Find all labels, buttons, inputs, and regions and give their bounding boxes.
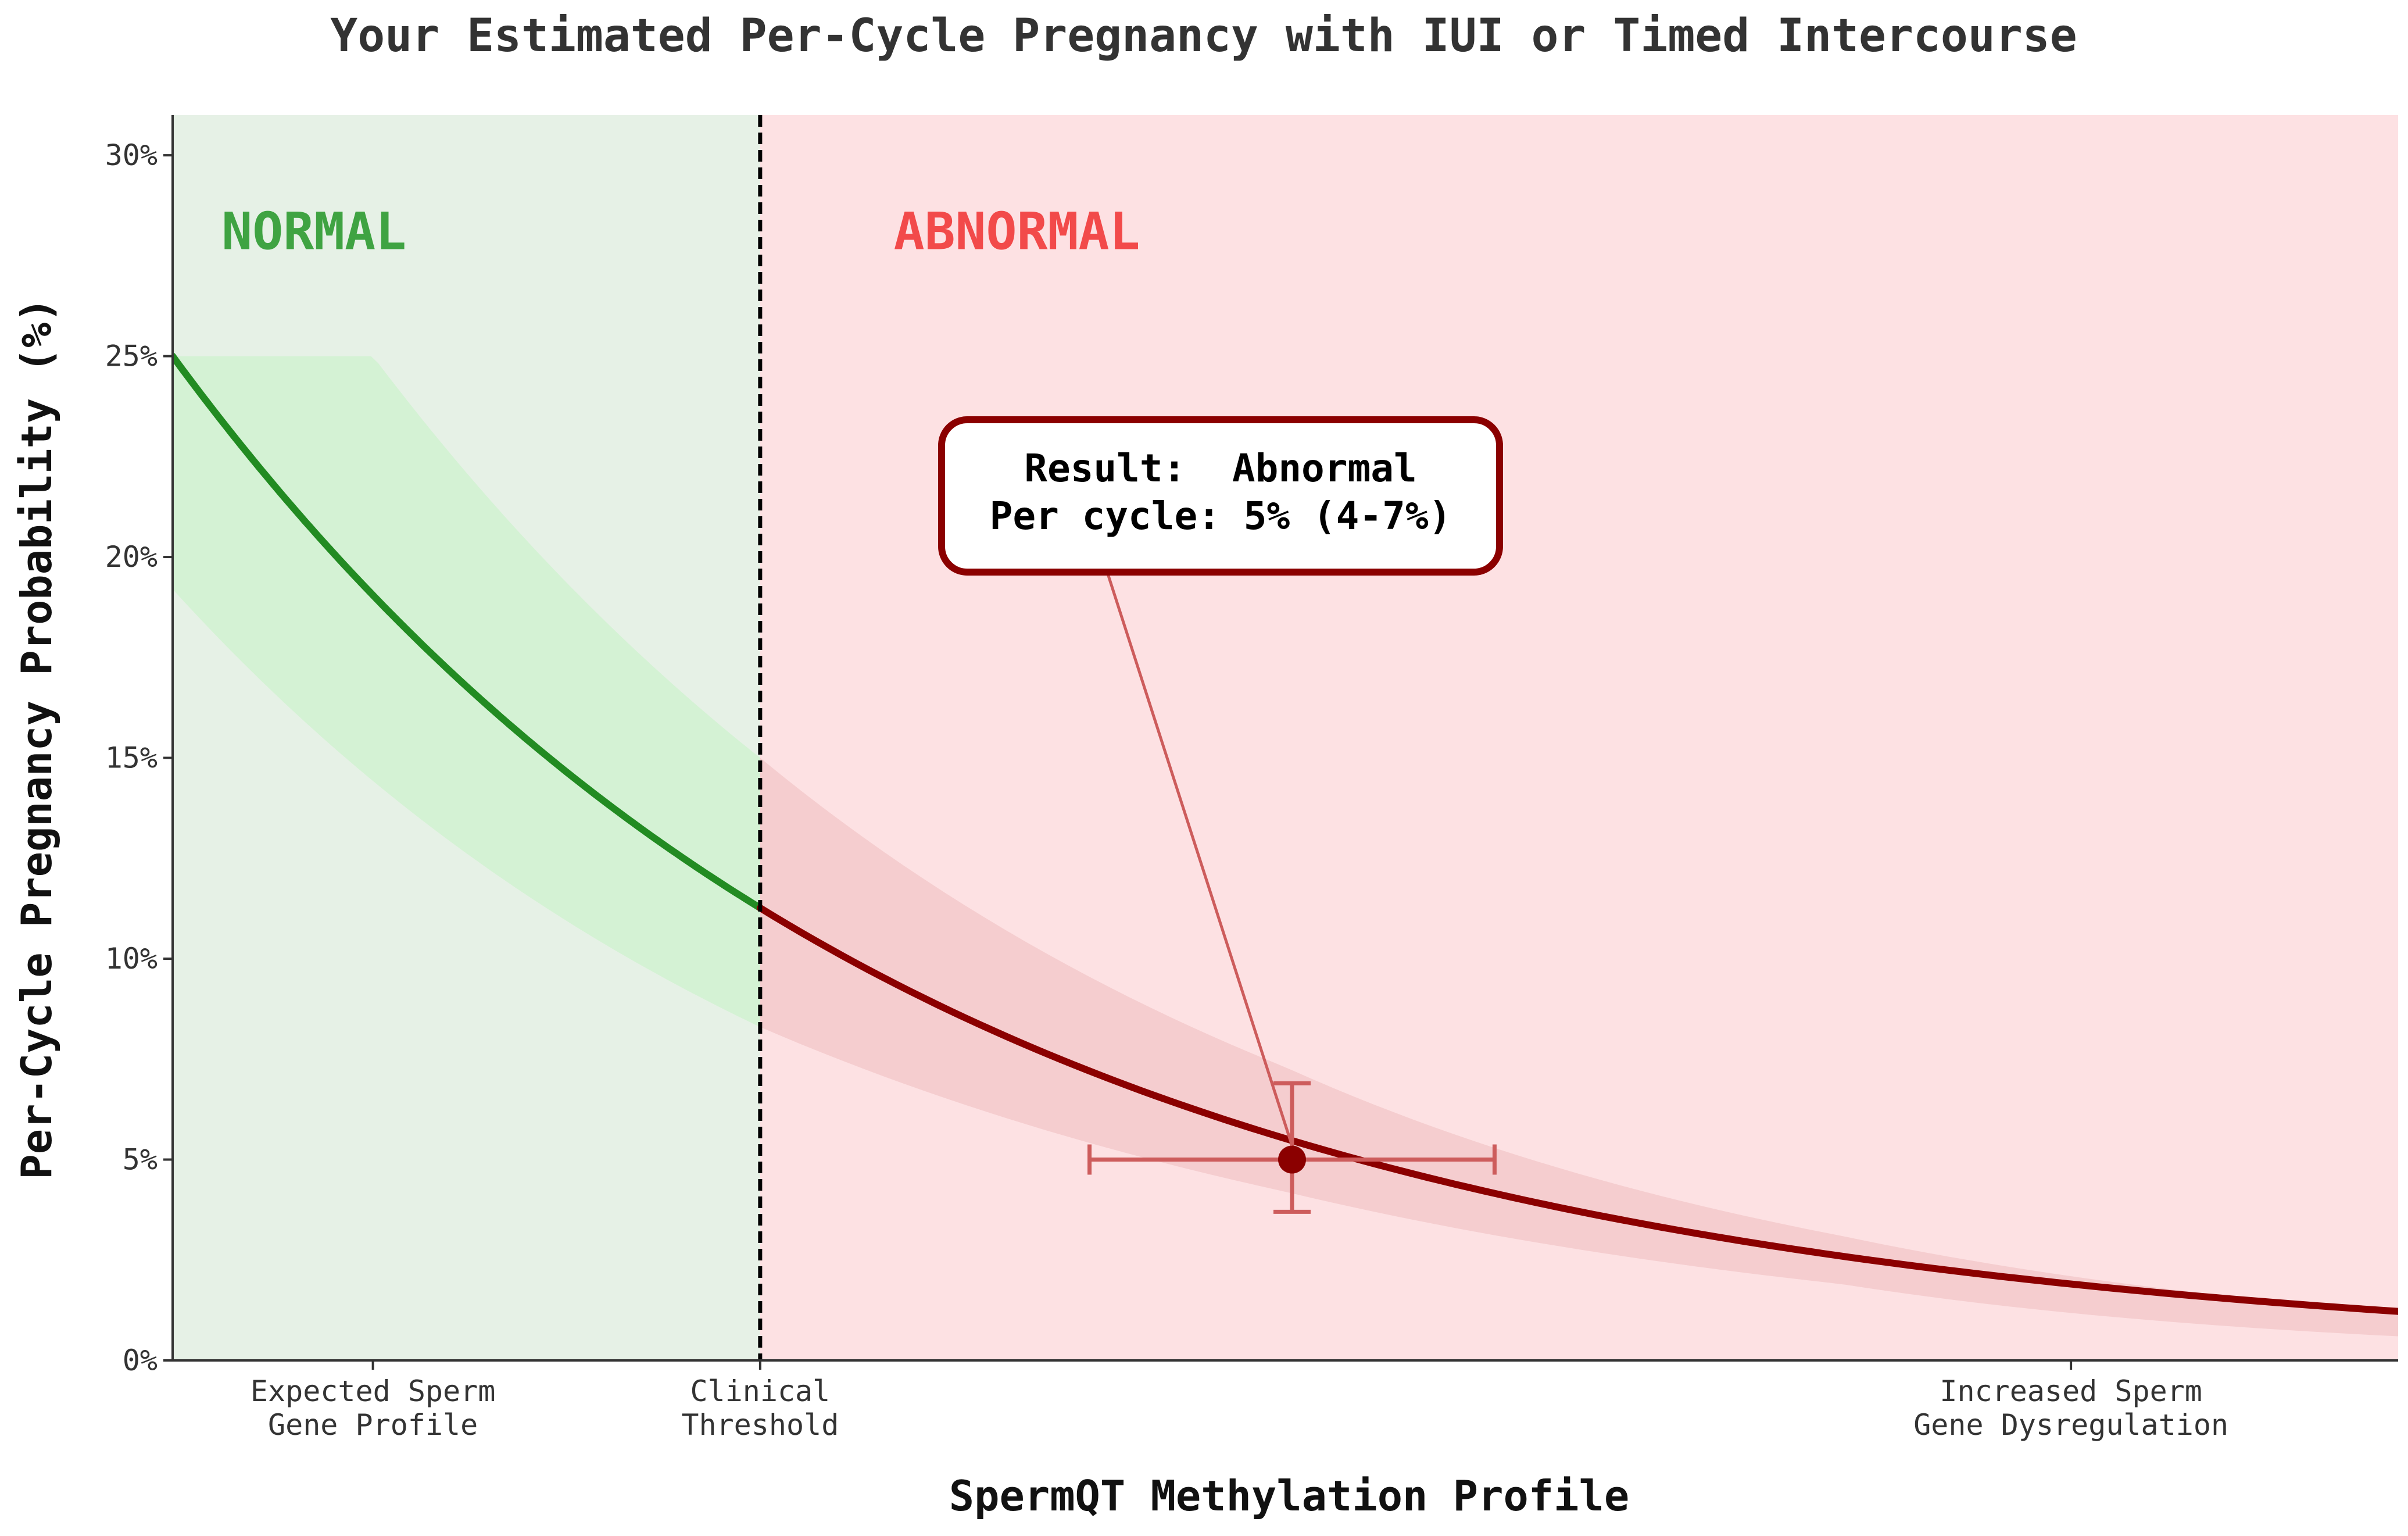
- annotation-text-line: Result: Abnormal: [1024, 446, 1417, 491]
- curve-group: [173, 352, 2398, 1337]
- y-tick-label: 0%: [123, 1344, 158, 1377]
- x-tick-label: Increased Sperm: [1940, 1374, 2202, 1408]
- y-tick-label: 5%: [123, 1143, 158, 1177]
- y-tick-label: 30%: [105, 138, 158, 172]
- annotation-connector: [1105, 571, 1294, 1146]
- result-point: [1278, 1145, 1306, 1174]
- x-tick-label: Threshold: [681, 1408, 839, 1442]
- y-tick-label: 25%: [105, 340, 158, 373]
- x-axis-label: SpermQT Methylation Profile: [949, 1471, 1629, 1520]
- y-tick-label: 15%: [105, 741, 158, 775]
- plot-area: NORMAL ABNORMAL: [173, 115, 2398, 1360]
- probability-curve-normal: [173, 352, 764, 912]
- region-abnormal-background: [760, 115, 2398, 1360]
- region-label-normal: NORMAL: [221, 201, 406, 261]
- x-tick-label: Expected Sperm: [251, 1374, 495, 1408]
- confidence-band-normal: [173, 356, 760, 1027]
- y-tick-label: 20%: [105, 540, 158, 574]
- x-tick-label: Clinical: [690, 1374, 830, 1408]
- chart-title: Your Estimated Per-Cycle Pregnancy with …: [330, 10, 2077, 62]
- x-tick-label: Gene Profile: [268, 1408, 478, 1442]
- probability-curve-abnormal: [756, 904, 2398, 1315]
- y-tick-label: 10%: [105, 942, 158, 976]
- x-tick-label: Gene Dysregulation: [1913, 1408, 2228, 1442]
- confidence-band-abnormal: [760, 758, 2398, 1337]
- annotation-box: [938, 416, 1503, 576]
- region-label-abnormal: ABNORMAL: [894, 201, 1140, 261]
- y-axis-label: Per-Cycle Pregnancy Probability (%): [12, 297, 61, 1179]
- annotation-text-line: Per cycle: 5% (4-7%): [990, 494, 1452, 538]
